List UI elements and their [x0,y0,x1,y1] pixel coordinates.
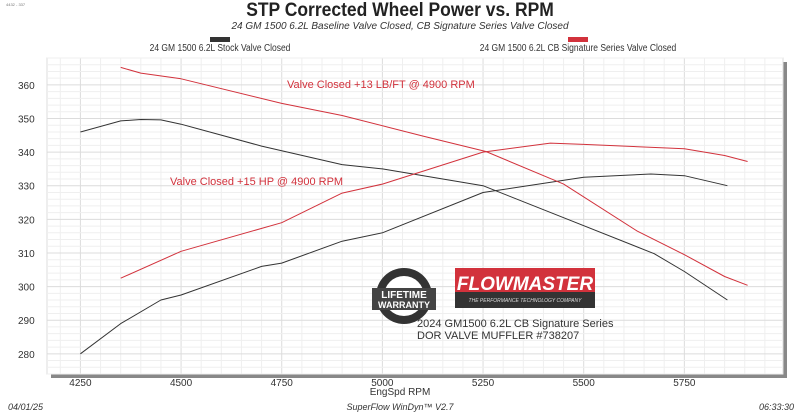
legend-label-stock: 24 GM 1500 6.2L Stock Valve Closed [149,43,291,54]
svg-text:LIFETIME: LIFETIME [381,290,427,301]
y-tick-label: 280 [18,350,35,361]
x-tick-label: 4250 [69,378,92,389]
chart-title: STP Corrected Wheel Power vs. RPM [246,0,554,21]
x-axis-label: EngSpd RPM [370,387,431,398]
y-tick-label: 310 [18,249,35,260]
y-tick-label: 300 [18,283,35,294]
footer-date: 04/01/25 [8,402,44,412]
svg-text:FLOWMASTER: FLOWMASTER [457,274,593,295]
y-tick-label: 320 [18,215,35,226]
x-tick-label: 5000 [371,378,394,389]
x-tick-label: 5500 [573,378,596,389]
product-line-1: 2024 GM1500 6.2L CB Signature Series [417,318,614,330]
footer-software: SuperFlow WinDyn™ V2.7 [346,402,454,412]
y-tick-label: 350 [18,115,35,126]
legend-swatch-stock [210,37,230,42]
legend-swatch-cb [568,37,588,42]
x-tick-label: 5250 [472,378,495,389]
lifetime-warranty-logo: LIFETIME WARRANTY [372,268,436,324]
annotation-power: Valve Closed +15 HP @ 4900 RPM [170,176,343,188]
y-tick-label: 340 [18,148,35,159]
series-line-cb-torque [120,66,748,286]
legend-label-cb: 24 GM 1500 6.2L CB Signature Series Valv… [479,43,677,54]
footer-time: 06:33:30 [758,402,794,412]
x-tick-label: 5750 [673,378,696,389]
x-tick-label: 4500 [170,378,193,389]
series-line-stock-power [80,173,728,355]
chart-subtitle: 24 GM 1500 6.2L Baseline Valve Closed, C… [231,21,569,32]
flowmaster-logo: FLOWMASTER THE PERFORMANCE TECHNOLOGY CO… [455,268,595,308]
y-tick-label: 330 [18,182,35,193]
series-line-stock-torque [80,119,728,301]
product-line-2: DOR VALVE MUFFLER #738207 [417,330,579,342]
y-tick-label: 290 [18,316,35,327]
svg-text:WARRANTY: WARRANTY [378,300,430,310]
y-tick-label: 360 [18,81,35,92]
annotation-torque: Valve Closed +13 LB/FT @ 4900 RPM [287,79,475,91]
corner-label: 4432 - 337 [6,2,26,7]
svg-text:THE PERFORMANCE TECHNOLOGY COM: THE PERFORMANCE TECHNOLOGY COMPANY [469,298,583,304]
series-line-cb-power [120,142,748,279]
x-tick-label: 4750 [271,378,294,389]
